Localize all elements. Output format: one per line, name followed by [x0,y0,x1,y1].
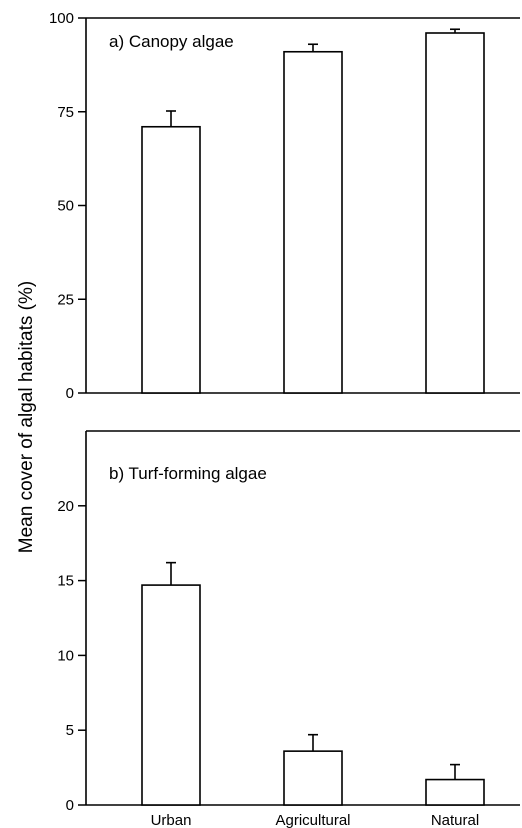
panel-canopy-algae: 0 25 50 75 100 a) Canopy algae [49,10,520,402]
x-category-label: Agricultural [275,812,350,828]
bar-natural [425,778,485,806]
bar-urban [141,125,201,394]
bar-urban [141,584,201,806]
panel-turf-forming-algae: 0 5 10 15 20 b) Turf-forming algae [57,430,520,814]
panel-title: a) Canopy algae [109,32,234,51]
y-tick-label: 5 [66,722,74,739]
panel-title: b) Turf-forming algae [109,464,267,483]
y-axis-title: Mean cover of algal habitats (%) [16,281,37,553]
bar-agricultural [283,50,343,394]
x-category-label: Urban [151,812,192,828]
x-axis-category-labels: Urban Agricultural Natural [151,812,480,828]
y-tick-label: 50 [57,198,74,215]
y-tick-label: 15 [57,573,74,590]
bar-natural [425,32,485,394]
bar-agricultural [283,750,343,806]
x-category-label: Natural [431,812,479,828]
y-tick-label: 20 [57,498,74,515]
y-tick-label: 0 [66,385,74,402]
y-tick-label: 100 [49,10,74,27]
y-tick-label: 25 [57,291,74,308]
y-tick-label: 10 [57,647,74,664]
y-tick-label: 0 [66,797,74,814]
y-tick-label: 75 [57,104,74,121]
